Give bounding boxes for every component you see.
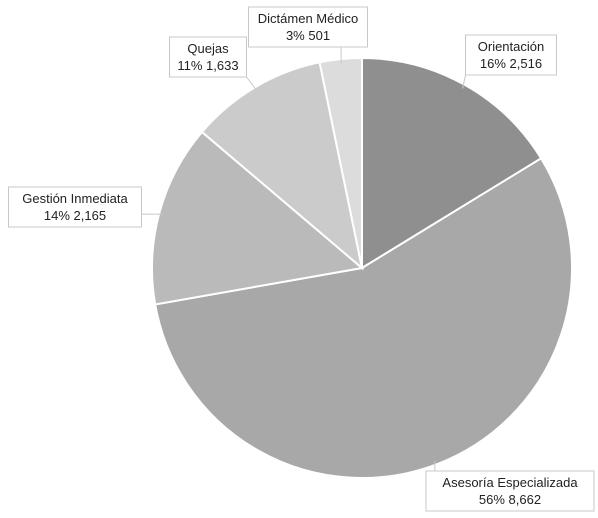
slice-value-label: 56% 8,662 xyxy=(479,492,541,507)
data-label-box xyxy=(248,6,368,48)
data-label-quejas: Quejas 11% 1,633 xyxy=(169,36,247,78)
leader-line-quejas xyxy=(246,76,258,92)
pie-slice-asesoria-especializada xyxy=(154,156,573,479)
data-labels: Orientación 16% 2,516 Asesoría Especializa… xyxy=(8,6,595,512)
data-label-asesoria-especializada: Asesoría Especializada 56% 8,662 xyxy=(425,470,595,512)
leader-line-orientacion xyxy=(462,74,466,89)
data-label-box xyxy=(465,34,557,76)
slice-value-label: 11% 1,633 xyxy=(177,58,238,73)
slice-value-label: 14% 2,165 xyxy=(44,208,106,223)
data-label-orientacion: Orientación 16% 2,516 xyxy=(465,34,557,76)
pie-slices xyxy=(151,56,573,479)
slice-value-label: 16% 2,516 xyxy=(480,56,542,71)
data-label-box xyxy=(8,186,142,228)
data-label-dictamen-medico: Dictámen Médico 3% 501 xyxy=(248,6,368,48)
data-label-box xyxy=(169,36,247,78)
slice-label: Asesoría Especializada xyxy=(442,475,578,490)
slice-label: Gestión Inmediata xyxy=(22,191,128,206)
slice-label: Orientación xyxy=(478,39,544,54)
slice-value-label: 3% 501 xyxy=(286,28,330,43)
data-label-box xyxy=(425,470,595,512)
pie-slice-gestion-inmediata xyxy=(151,130,365,306)
slice-label: Dictámen Médico xyxy=(258,11,358,26)
leader-lines xyxy=(141,47,466,471)
pie-slice-orientacion xyxy=(361,56,543,270)
data-label-gestion-inmediata: Gestión Inmediata 14% 2,165 xyxy=(8,186,142,228)
slice-label: Quejas xyxy=(187,41,229,56)
